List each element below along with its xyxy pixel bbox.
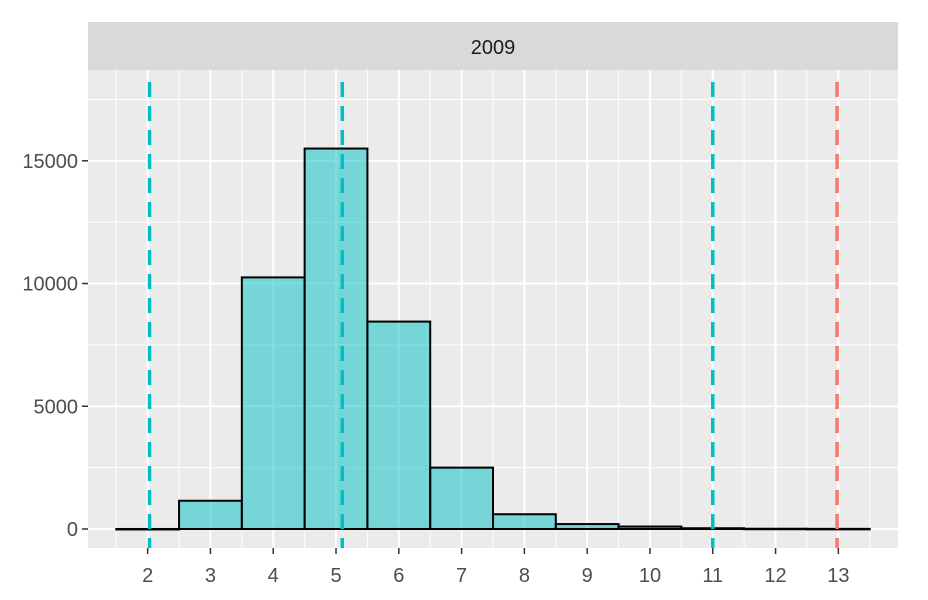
x-tick-label: 7 <box>456 565 467 587</box>
x-tick-label: 11 <box>702 565 723 587</box>
bar-series <box>115 147 871 531</box>
x-axis: 2 3 4 5 6 7 8 9 10 11 12 13 <box>142 548 849 587</box>
facet-strip <box>88 22 898 70</box>
facet-strip-label: 2009 <box>471 37 516 59</box>
y-tick-label: 15000 <box>22 151 78 173</box>
histogram-bar <box>240 276 306 530</box>
histogram-bar <box>492 513 557 530</box>
x-tick-label: 13 <box>827 565 849 587</box>
histogram-bar <box>115 527 181 531</box>
x-tick-label: 3 <box>205 565 216 587</box>
x-tick-label: 10 <box>639 565 661 587</box>
y-tick-label: 0 <box>67 519 78 541</box>
reference-lines <box>147 82 839 548</box>
histogram-bar <box>429 466 494 530</box>
x-tick-label: 9 <box>582 565 593 587</box>
x-tick-label: 6 <box>393 565 404 587</box>
x-tick-label: 4 <box>268 565 279 587</box>
histogram-bar <box>366 320 432 530</box>
x-tick-label: 2 <box>142 565 153 587</box>
x-tick-label: 8 <box>519 565 530 587</box>
y-tick-label: 10000 <box>22 274 78 296</box>
y-axis: 0 5000 10000 15000 <box>22 151 88 541</box>
histogram-bar <box>617 525 683 530</box>
histogram-bar <box>743 527 808 531</box>
minor-gridlines <box>88 70 898 548</box>
histogram-bar <box>303 147 369 530</box>
histogram-bar <box>178 499 243 530</box>
x-tick-label: 5 <box>330 565 341 587</box>
y-tick-label: 5000 <box>34 396 79 418</box>
x-tick-label: 12 <box>764 565 786 587</box>
histogram-bar <box>554 523 620 530</box>
